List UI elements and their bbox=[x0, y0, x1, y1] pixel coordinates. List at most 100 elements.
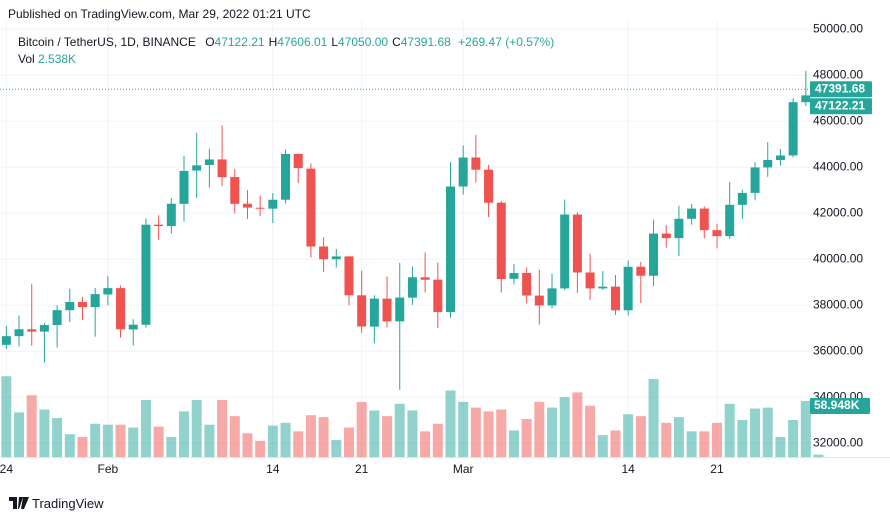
ohlc: O47122.21 H47606.01 L47050.00 C47391.68 bbox=[199, 35, 451, 49]
candle-body bbox=[636, 266, 646, 276]
candle-body bbox=[775, 155, 785, 161]
candle-body bbox=[801, 95, 811, 103]
candle-body bbox=[293, 153, 303, 169]
y-tick-label: 44000.00 bbox=[813, 159, 863, 173]
candle-body bbox=[90, 294, 100, 308]
volume-bar bbox=[229, 416, 240, 457]
candle-body bbox=[699, 208, 709, 231]
volume-bar bbox=[102, 424, 113, 457]
candle-body bbox=[255, 207, 265, 209]
volume-bar bbox=[39, 409, 50, 457]
x-tick-label: 14 bbox=[621, 462, 635, 476]
candle-body bbox=[725, 204, 735, 237]
candle-body bbox=[712, 230, 722, 237]
ohlc-key: H bbox=[268, 35, 278, 49]
candle-body bbox=[445, 186, 455, 313]
volume-bar bbox=[750, 408, 761, 457]
volume-bar bbox=[343, 427, 354, 457]
volume-bar bbox=[458, 401, 469, 457]
candle-body bbox=[572, 214, 582, 273]
y-tick-label: 32000.00 bbox=[813, 435, 863, 449]
volume-bar bbox=[14, 412, 25, 457]
candle-body bbox=[52, 310, 62, 326]
candle-body bbox=[420, 277, 430, 280]
candle-body bbox=[471, 157, 481, 170]
volume-bar bbox=[382, 416, 393, 457]
candle-body bbox=[268, 199, 278, 209]
volume-bar bbox=[407, 410, 418, 457]
volume-bar bbox=[140, 400, 151, 457]
volume-bar bbox=[585, 405, 596, 457]
candle-body bbox=[458, 157, 468, 187]
volume-bar bbox=[623, 414, 634, 457]
volume-bar bbox=[64, 434, 75, 457]
candle-body bbox=[192, 165, 202, 171]
volume-bar bbox=[115, 424, 126, 457]
candle-body bbox=[534, 295, 544, 306]
legend: Bitcoin / TetherUS, 1D, BINANCE O47122.2… bbox=[18, 34, 554, 68]
candle-body bbox=[128, 324, 138, 330]
volume-bar bbox=[1, 376, 12, 457]
x-tick-label: 14 bbox=[266, 462, 280, 476]
volume-bar bbox=[394, 403, 405, 457]
candle-body bbox=[319, 246, 329, 260]
volume-bar bbox=[673, 417, 684, 457]
brand: TradingView bbox=[32, 496, 104, 511]
candle-body bbox=[395, 297, 405, 322]
candle-body bbox=[649, 233, 659, 276]
volume-label: 58.948K bbox=[814, 398, 860, 412]
price-label: 47122.21 bbox=[815, 98, 865, 112]
candle-body bbox=[281, 153, 291, 200]
candle-body bbox=[217, 159, 227, 178]
legend-row: Bitcoin / TetherUS, 1D, BINANCE O47122.2… bbox=[18, 34, 554, 51]
volume-bar bbox=[369, 410, 380, 457]
candle-body bbox=[522, 272, 532, 296]
volume-bar bbox=[788, 419, 799, 457]
volume-bar bbox=[191, 400, 202, 457]
volume-bar bbox=[775, 437, 786, 457]
candle-body bbox=[166, 203, 176, 227]
candle-body bbox=[661, 233, 671, 239]
candle-body bbox=[357, 295, 367, 327]
candle-body bbox=[14, 329, 24, 337]
ohlc-key: C bbox=[392, 35, 401, 49]
y-tick-label: 48000.00 bbox=[813, 67, 863, 81]
volume-bar bbox=[508, 430, 519, 457]
volume-bar bbox=[483, 411, 494, 457]
volume-label-box bbox=[810, 397, 870, 414]
volume-bar bbox=[242, 433, 253, 457]
price-label-box bbox=[810, 98, 872, 115]
change: +269.47 (+0.57%) bbox=[458, 35, 555, 49]
candle-body bbox=[204, 159, 214, 165]
volume-bar bbox=[432, 423, 443, 457]
x-tick-label: Mar bbox=[453, 462, 474, 476]
volume-bar bbox=[305, 415, 316, 457]
volume-bar bbox=[445, 390, 456, 457]
volume-bar bbox=[26, 395, 37, 457]
candle-body bbox=[623, 266, 633, 311]
volume-bar bbox=[572, 392, 583, 457]
candle-body bbox=[585, 272, 595, 289]
candle-body bbox=[103, 288, 113, 295]
y-tick-label: 46000.00 bbox=[813, 113, 863, 127]
candle-body bbox=[560, 214, 570, 289]
volume-bar bbox=[318, 417, 329, 457]
y-tick-label: 40000.00 bbox=[813, 251, 863, 265]
candle-body bbox=[750, 167, 760, 193]
candle-body bbox=[230, 177, 240, 204]
candle-body bbox=[484, 169, 494, 203]
price-axis-area bbox=[810, 0, 890, 458]
candle-body bbox=[65, 302, 75, 311]
candle-body bbox=[331, 256, 341, 260]
candle-body bbox=[598, 286, 608, 289]
volume-bar bbox=[534, 401, 545, 457]
volume-bar bbox=[686, 431, 697, 457]
volume-bar bbox=[521, 419, 532, 457]
candle-body bbox=[547, 288, 557, 306]
candle-body bbox=[763, 160, 773, 168]
candle-body bbox=[242, 203, 252, 208]
volume-bar bbox=[166, 437, 177, 457]
x-tick-label: Feb bbox=[98, 462, 119, 476]
